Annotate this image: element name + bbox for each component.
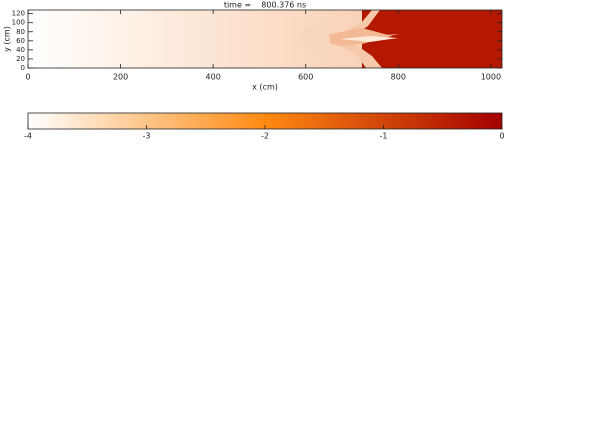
y-tick-label: 120 [12, 10, 25, 18]
x-axis-label: x (cm) [252, 83, 278, 92]
y-tick-label: 40 [16, 46, 25, 54]
colorbar-tick-label: -3 [143, 132, 151, 141]
x-tick-label: 0 [25, 73, 30, 82]
colorbar-tick-label: 0 [499, 132, 504, 141]
colorbar-tick-label: -2 [261, 132, 269, 141]
x-tick-label: 800 [391, 73, 406, 82]
y-tick-label: 100 [12, 19, 25, 27]
plot-frame [27, 9, 503, 69]
field-image [28, 10, 502, 68]
x-tick-label: 600 [298, 73, 313, 82]
colorbar-tick-label: -1 [380, 132, 388, 141]
y-tick-label: 80 [16, 28, 25, 36]
x-tick-label: 400 [206, 73, 221, 82]
x-tick-label: 1000 [481, 73, 501, 82]
y-tick-label: 60 [16, 37, 25, 45]
y-tick-label: 0 [21, 64, 25, 72]
colorbar-tick-label: -4 [24, 132, 32, 141]
x-tick-label: 200 [113, 73, 128, 82]
chart-title: time = 800.376 ns [224, 1, 306, 10]
y-tick-label: 20 [16, 55, 25, 63]
y-axis-label: y (cm) [3, 26, 12, 52]
